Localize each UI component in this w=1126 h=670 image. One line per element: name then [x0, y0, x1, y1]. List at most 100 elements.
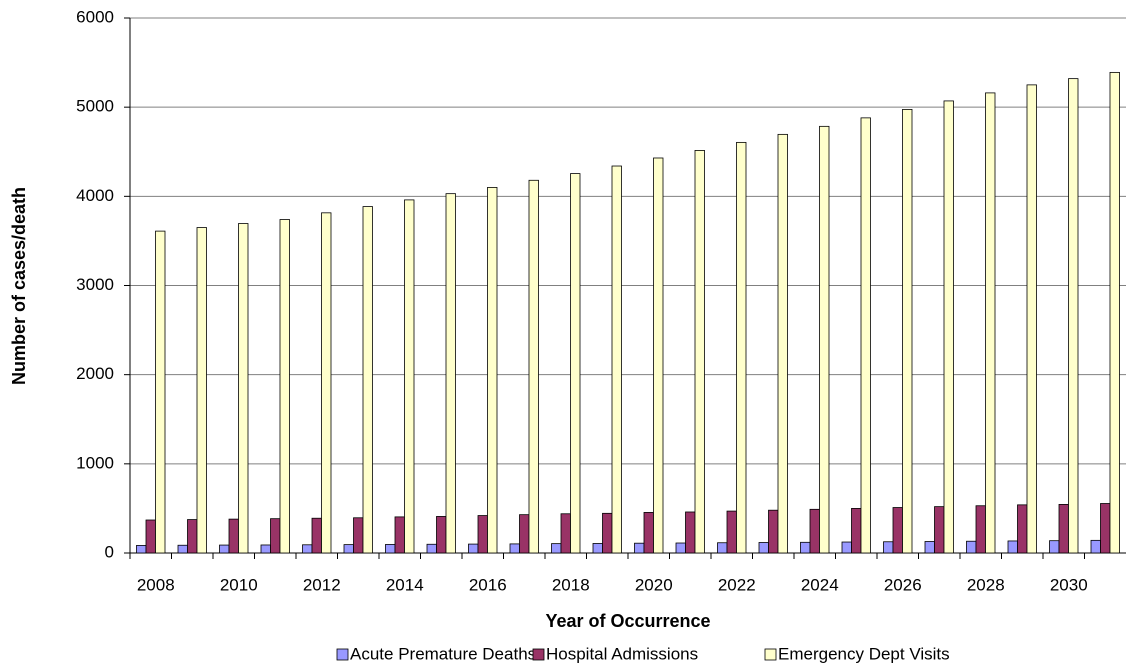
bar — [1068, 78, 1079, 554]
bar — [528, 179, 539, 554]
bar — [177, 544, 188, 554]
bar — [985, 92, 996, 554]
bar — [477, 515, 488, 554]
bar — [1049, 540, 1060, 554]
x-tick-label: 2018 — [552, 575, 590, 594]
bar — [436, 516, 447, 554]
bar — [570, 173, 581, 554]
y-tick-label: 3000 — [76, 275, 114, 294]
bar — [187, 519, 198, 554]
bar — [592, 543, 603, 554]
bar — [851, 508, 862, 554]
bar — [404, 199, 415, 554]
x-tick-label: 2014 — [386, 575, 424, 594]
bar — [892, 507, 903, 554]
bar — [321, 212, 332, 554]
bar — [155, 230, 166, 554]
bar — [468, 543, 479, 554]
bar — [260, 544, 271, 554]
y-tick-label: 0 — [105, 542, 114, 561]
bar — [602, 512, 613, 554]
y-tick-label: 1000 — [76, 453, 114, 472]
x-tick-label: 2020 — [635, 575, 673, 594]
x-tick-label: 2022 — [718, 575, 756, 594]
bar — [611, 165, 622, 554]
bar — [1007, 540, 1018, 554]
bar — [279, 219, 290, 554]
y-axis-title: Number of cases/death — [9, 187, 29, 385]
bar — [145, 519, 156, 554]
legend-label: Emergency Dept Visits — [778, 644, 950, 663]
bar — [634, 542, 645, 554]
bar — [653, 157, 664, 554]
x-axis-title: Year of Occurrence — [545, 611, 710, 631]
bar — [228, 518, 239, 554]
bar — [362, 206, 373, 554]
bar — [717, 542, 728, 554]
bar — [560, 513, 571, 554]
x-tick-label: 2026 — [884, 575, 922, 594]
bar — [1017, 504, 1028, 554]
bar — [1058, 504, 1069, 554]
x-tick-label: 2024 — [801, 575, 839, 594]
bar — [311, 517, 322, 554]
bar — [1026, 84, 1037, 554]
bar — [975, 505, 986, 554]
bar — [219, 544, 230, 554]
legend-label: Acute Premature Deaths — [350, 644, 536, 663]
bar — [675, 542, 686, 554]
bar — [809, 508, 820, 554]
bar — [966, 540, 977, 554]
bar — [643, 512, 654, 554]
bar — [343, 544, 354, 554]
bar — [1090, 539, 1101, 554]
bar — [302, 544, 313, 554]
bar — [943, 100, 954, 554]
bar — [353, 517, 364, 554]
bar — [551, 543, 562, 554]
bar — [394, 516, 405, 554]
legend-swatch — [336, 648, 349, 661]
bar — [385, 544, 396, 554]
bar — [685, 511, 696, 554]
bar — [519, 514, 530, 554]
legend-swatch — [764, 648, 777, 661]
x-tick-label: 2028 — [967, 575, 1005, 594]
bar — [1100, 503, 1111, 554]
bar — [819, 125, 830, 554]
bar — [934, 506, 945, 554]
x-tick-label: 2010 — [220, 575, 258, 594]
bar — [196, 227, 207, 554]
y-tick-label: 6000 — [76, 7, 114, 26]
bar — [726, 510, 737, 554]
bar — [426, 543, 437, 554]
legend-label: Hospital Admissions — [546, 644, 698, 663]
bar — [270, 518, 281, 554]
x-tick-label: 2030 — [1050, 575, 1088, 594]
y-tick-label: 5000 — [76, 97, 114, 116]
y-tick-label: 4000 — [76, 186, 114, 205]
y-tick-label: 2000 — [76, 364, 114, 383]
bar — [736, 141, 747, 554]
bar — [800, 541, 811, 554]
x-tick-label: 2012 — [303, 575, 341, 594]
bar — [1109, 71, 1120, 554]
bar — [841, 541, 852, 554]
bar — [924, 541, 935, 554]
x-tick-label: 2016 — [469, 575, 507, 594]
bar — [860, 117, 871, 554]
bar — [883, 541, 894, 554]
bar — [758, 542, 769, 554]
bar — [777, 133, 788, 554]
bar — [445, 193, 456, 554]
bar — [487, 187, 498, 554]
bar — [694, 150, 705, 554]
bar — [509, 543, 520, 554]
bar — [238, 223, 249, 554]
legend-swatch — [532, 648, 545, 661]
bar — [768, 509, 779, 554]
bar — [902, 108, 913, 554]
x-tick-label: 2008 — [137, 575, 175, 594]
bar — [136, 545, 147, 554]
